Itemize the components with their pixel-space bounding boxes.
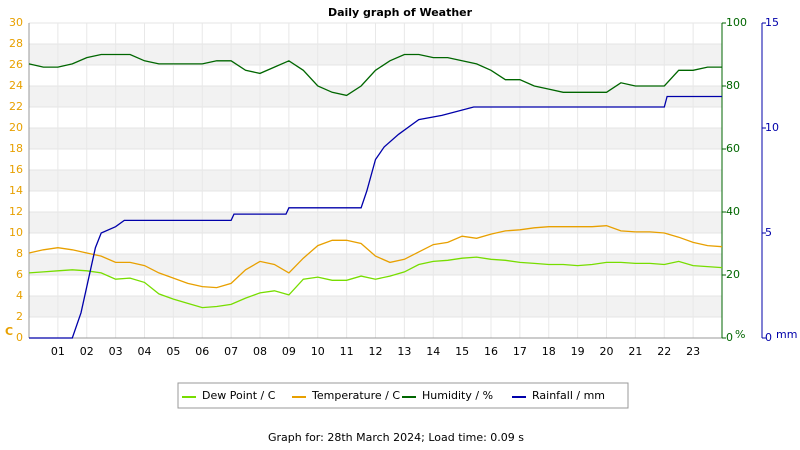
y2-tick-label: 60 [726,142,740,155]
legend-label: Rainfall / mm [532,389,605,402]
x-tick-label: 04 [138,345,152,358]
x-tick-label: 17 [513,345,527,358]
legend-label: Temperature / C [311,389,400,402]
y-tick-label: 30 [9,16,23,29]
y-tick-label: 6 [16,268,23,281]
y-tick-label: 2 [16,310,23,323]
x-tick-label: 23 [686,345,700,358]
y2-tick-label: 100 [726,16,747,29]
x-tick-label: 10 [311,345,325,358]
y-tick-label: 28 [9,37,23,50]
series-line [28,256,723,309]
x-tick-label: 01 [51,345,65,358]
y2-tick-label: 0 [726,331,733,344]
x-tick-label: 15 [455,345,469,358]
y2-axis-label: % [735,328,745,341]
y3-tick-label: 15 [765,16,779,29]
x-tick-label: 20 [600,345,614,358]
x-tick-label: 19 [571,345,585,358]
x-tick-label: 21 [628,345,642,358]
x-tick-label: 12 [369,345,383,358]
x-tick-label: 13 [397,345,411,358]
y-tick-label: 18 [9,142,23,155]
legend-label: Humidity / % [422,389,493,402]
y-tick-label: 22 [9,100,23,113]
x-tick-label: 16 [484,345,498,358]
x-tick-label: 22 [657,345,671,358]
y-tick-label: 4 [16,289,23,302]
y-tick-label: 12 [9,205,23,218]
y2-tick-label: 40 [726,205,740,218]
series-line [29,95,722,339]
x-tick-label: 14 [426,345,440,358]
y-tick-label: 14 [9,184,23,197]
y-tick-label: 0 [16,331,23,344]
x-tick-label: 18 [542,345,556,358]
y3-axis-label: mm [776,328,797,341]
x-tick-label: 05 [166,345,180,358]
y-tick-label: 8 [16,247,23,260]
series-line [28,225,723,289]
x-tick-label: 02 [80,345,94,358]
y-tick-label: 16 [9,163,23,176]
x-tick-label: 06 [195,345,209,358]
y-tick-label: 26 [9,58,23,71]
y3-tick-label: 0 [765,331,772,344]
legend-label: Dew Point / C [202,389,276,402]
x-tick-label: 03 [109,345,123,358]
legend-box [177,382,629,409]
x-tick-label: 11 [340,345,354,358]
x-tick-label: 08 [253,345,267,358]
footer: Graph for: 28th March 2024; Load time: 0… [268,431,524,444]
series-line [28,53,722,97]
y3-tick-label: 5 [765,226,772,239]
y-tick-label: 10 [9,226,23,239]
y2-tick-label: 80 [726,79,740,92]
chart-title: Daily graph of Weather [328,6,473,19]
y-tick-label: 24 [9,79,23,92]
y-tick-label: 20 [9,121,23,134]
x-tick-label: 09 [282,345,296,358]
x-tick-label: 07 [224,345,238,358]
y3-tick-label: 10 [765,121,779,134]
y-axis-label: C [5,325,13,338]
y2-tick-label: 20 [726,268,740,281]
